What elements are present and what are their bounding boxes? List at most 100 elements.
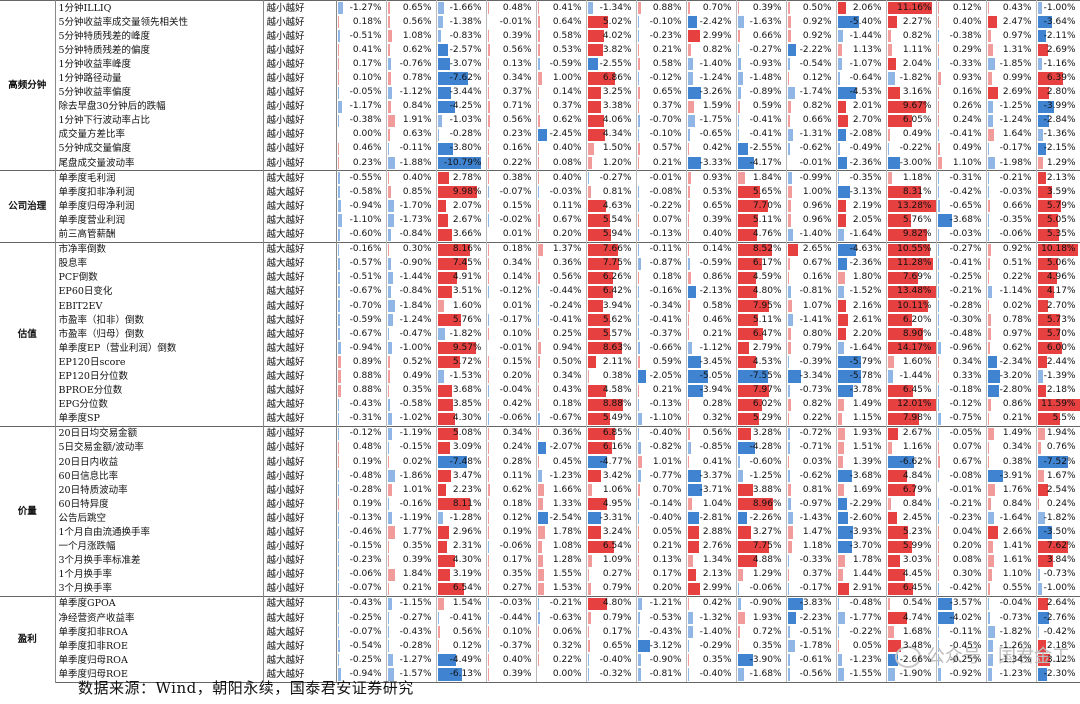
value-bar [737, 412, 759, 425]
value-cell: 6.17% [736, 256, 787, 271]
value-cell: -0.13% [636, 227, 687, 243]
value-cell: -3.37% [686, 469, 737, 484]
value-cell: -0.03% [986, 185, 1037, 200]
value-text: 5.54% [602, 214, 632, 225]
factor-direction: 越小越好 [263, 141, 337, 157]
value-text: -0.73% [999, 612, 1032, 623]
value-cell: 2.27% [886, 15, 937, 30]
value-cell: -0.10% [636, 15, 687, 30]
value-text: 2.64% [1046, 598, 1076, 609]
value-text: -0.39% [799, 356, 832, 367]
value-text: 0.49% [902, 129, 932, 140]
value-text: 0.40% [502, 654, 532, 665]
value-text: -1.68% [749, 668, 782, 679]
value-text: -0.11% [649, 244, 682, 255]
value-cell: -3.13% [836, 185, 887, 200]
value-bar [937, 412, 941, 425]
value-cell: 1.06% [586, 483, 637, 498]
value-text: 0.19% [352, 456, 382, 467]
value-text: 0.43% [1002, 2, 1032, 13]
value-bar [387, 582, 389, 595]
value-cell: 5.70% [1036, 327, 1080, 342]
value-text: -0.30% [949, 314, 982, 325]
value-bar [587, 44, 603, 57]
value-text: -1.66% [449, 2, 482, 13]
value-text: -2.55% [599, 58, 632, 69]
value-text: -1.25% [749, 470, 782, 481]
value-text: -1.64% [849, 342, 882, 353]
value-cell: 0.62% [986, 341, 1037, 356]
value-text: 1.77% [402, 527, 432, 538]
value-cell: 6.16% [586, 440, 637, 455]
value-cell: 0.65% [386, 0, 437, 16]
value-cell: -0.76% [386, 57, 437, 72]
value-cell: 0.58% [686, 298, 737, 314]
value-bar [1037, 398, 1079, 411]
value-bar [587, 200, 606, 213]
value-cell: 1.60% [436, 298, 487, 314]
value-cell: 0.38% [586, 369, 637, 384]
value-cell: -0.27% [586, 170, 637, 186]
value-bar [537, 456, 540, 469]
value-text: -2.29% [849, 498, 882, 509]
value-cell: 0.22% [786, 411, 837, 427]
value-cell: 5.08% [436, 425, 487, 441]
value-bar [587, 58, 598, 71]
value-cell: 3.68% [436, 383, 487, 398]
value-text: -1.64% [849, 229, 882, 240]
value-bar [787, 512, 794, 525]
value-bar [537, 640, 539, 653]
factor-name: 市盈率（归母）倒数 [55, 327, 264, 342]
value-bar [987, 512, 995, 525]
value-cell: -1.31% [786, 127, 837, 142]
value-text: 0.35% [402, 385, 432, 396]
value-bar [487, 456, 489, 469]
value-cell: -0.41% [436, 611, 487, 626]
value-bar [987, 540, 994, 553]
value-text: -0.03% [499, 598, 532, 609]
value-bar [687, 100, 694, 113]
value-bar [687, 30, 700, 43]
value-text: 0.78% [1002, 314, 1032, 325]
value-text: 2.47% [1002, 16, 1032, 27]
value-text: 3.19% [452, 569, 482, 580]
value-text: 0.02% [402, 456, 432, 467]
value-cell: 5.49% [586, 411, 637, 427]
value-text: -3.13% [849, 186, 882, 197]
value-bar [987, 568, 992, 581]
value-cell: -1.77% [836, 611, 887, 626]
value-bar [1037, 44, 1049, 57]
value-text: 0.22% [502, 157, 532, 168]
value-text: 0.02% [1002, 300, 1032, 311]
value-cell: -0.11% [386, 141, 437, 157]
value-text: 0.57% [652, 143, 682, 154]
value-text: 0.14% [502, 272, 532, 283]
value-cell: 5.5% [1036, 411, 1080, 427]
value-bar [437, 128, 439, 141]
factor-name: EPG分位数 [55, 397, 264, 412]
value-bar [1037, 512, 1045, 525]
value-text: 1.00% [552, 73, 582, 84]
value-text: 5.70% [1046, 328, 1076, 339]
value-text: -1.40% [699, 58, 732, 69]
value-cell: -1.73% [386, 213, 437, 228]
value-bar [537, 526, 545, 539]
value-text: -0.65% [949, 200, 982, 211]
value-text: -0.84% [399, 286, 432, 297]
value-bar [787, 214, 792, 227]
value-cell: 3.51% [436, 284, 487, 299]
value-cell: 1.77% [386, 525, 437, 540]
value-bar [987, 612, 991, 625]
value-text: -0.16% [399, 498, 432, 509]
value-bar [637, 2, 641, 15]
value-text: 5.23% [902, 527, 932, 538]
value-bar [437, 2, 445, 15]
value-bar [537, 540, 542, 553]
value-text: 3.84% [1046, 555, 1076, 566]
value-bar [537, 86, 539, 99]
value-cell: -0.41% [736, 127, 787, 142]
value-bar [787, 299, 792, 313]
value-bar [587, 668, 589, 681]
value-bar [987, 582, 990, 595]
value-text: 3.66% [452, 229, 482, 240]
